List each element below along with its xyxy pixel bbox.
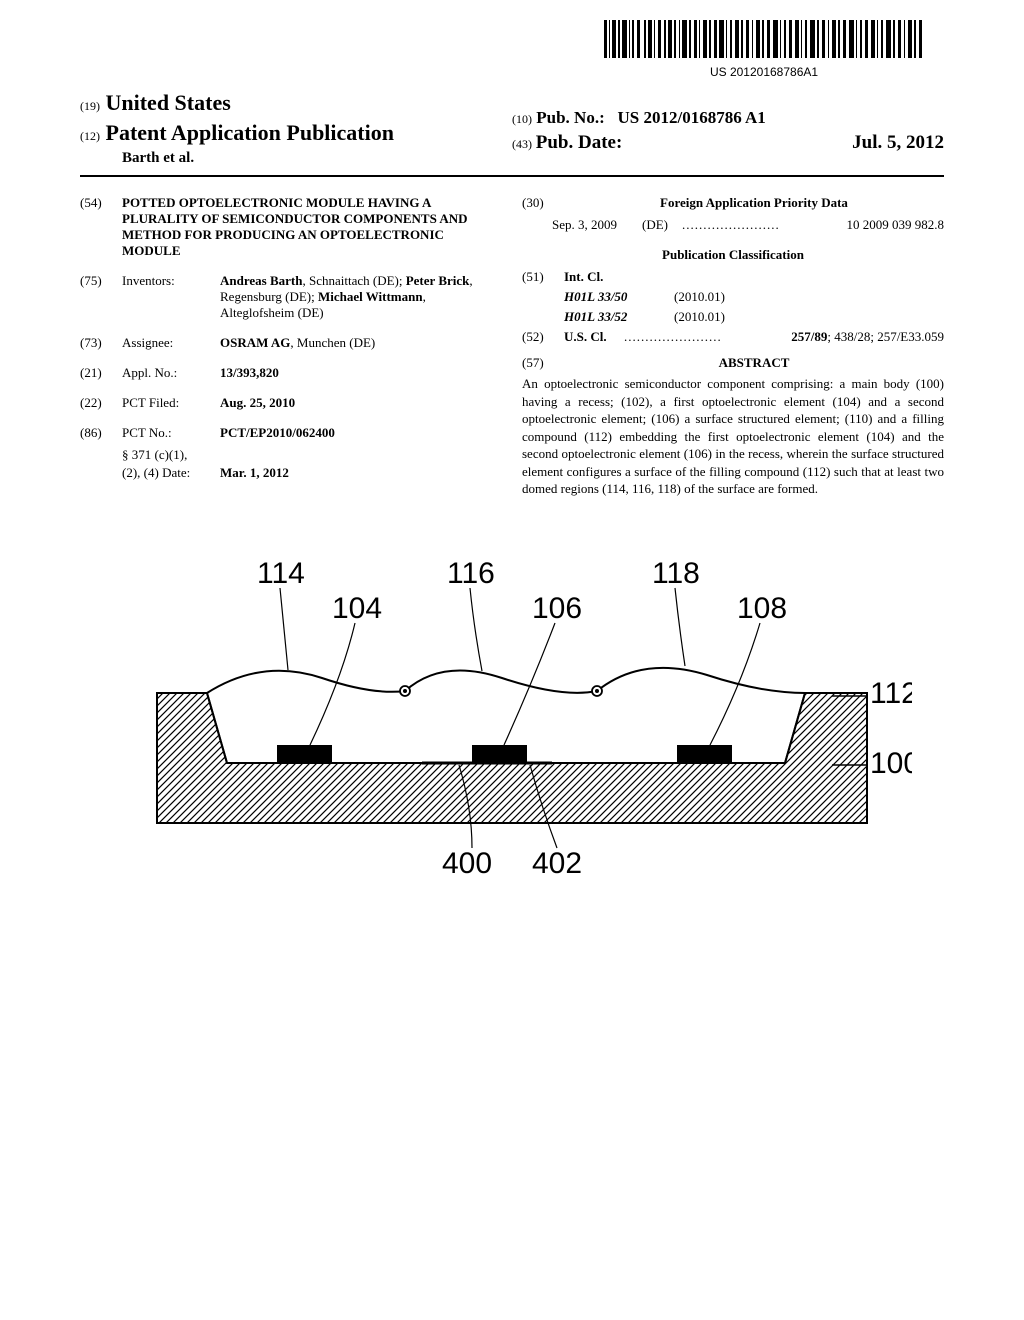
svg-text:118: 118 <box>652 557 700 590</box>
svg-text:400: 400 <box>442 847 492 878</box>
pub-date: (43) Pub. Date: Jul. 5, 2012 <box>512 132 944 154</box>
field-57: (57) ABSTRACT <box>522 355 944 371</box>
foreign-priority: Sep. 3, 2009 (DE) ......................… <box>522 217 944 233</box>
header: (19) United States (12) Patent Applicati… <box>80 90 944 177</box>
svg-text:106: 106 <box>532 592 582 625</box>
barcode-text: US 20120168786A1 <box>604 65 924 79</box>
field-22: (22) PCT Filed: Aug. 25, 2010 <box>80 395 502 411</box>
barcode-graphic <box>604 20 924 58</box>
svg-text:116: 116 <box>447 557 495 590</box>
pubclass-head: Publication Classification <box>522 247 944 263</box>
header-country: (19) United States <box>80 90 512 116</box>
right-column: (30) Foreign Application Priority Data S… <box>522 195 944 498</box>
field-51: (51) Int. Cl. <box>522 269 944 285</box>
intcl-1: H01L 33/50 (2010.01) <box>522 289 944 305</box>
figure: 114 116 118 104 106 108 112 100 400 402 <box>80 548 944 878</box>
field-52: (52) U.S. Cl. ....................... 25… <box>522 329 944 345</box>
svg-text:114: 114 <box>257 557 305 590</box>
field-371b: (2), (4) Date: Mar. 1, 2012 <box>80 465 502 481</box>
barcode-region: US 20120168786A1 <box>604 20 924 79</box>
field-21: (21) Appl. No.: 13/393,820 <box>80 365 502 381</box>
field-54: (54) POTTED OPTOELECTRONIC MODULE HAVING… <box>80 195 502 259</box>
svg-text:112: 112 <box>870 677 912 710</box>
header-pubtype: (12) Patent Application Publication <box>80 120 512 146</box>
abstract-text: An optoelectronic semiconductor componen… <box>522 375 944 498</box>
field-75: (75) Inventors: Andreas Barth, Schnaitta… <box>80 273 502 321</box>
left-column: (54) POTTED OPTOELECTRONIC MODULE HAVING… <box>80 195 502 498</box>
field-73: (73) Assignee: OSRAM AG, Munchen (DE) <box>80 335 502 351</box>
field-30: (30) Foreign Application Priority Data <box>522 195 944 211</box>
intcl-2: H01L 33/52 (2010.01) <box>522 309 944 325</box>
field-371a: § 371 (c)(1), <box>80 447 502 463</box>
header-authors: Barth et al. <box>122 150 512 167</box>
pub-number: (10) Pub. No.: US 2012/0168786 A1 <box>512 108 944 128</box>
biblio: (54) POTTED OPTOELECTRONIC MODULE HAVING… <box>80 195 944 498</box>
figure-svg: 114 116 118 104 106 108 112 100 400 402 <box>112 548 912 878</box>
svg-text:402: 402 <box>532 847 582 878</box>
svg-text:104: 104 <box>332 592 382 625</box>
svg-text:108: 108 <box>737 592 787 625</box>
svg-text:100: 100 <box>870 747 912 780</box>
field-86: (86) PCT No.: PCT/EP2010/062400 <box>80 425 502 441</box>
